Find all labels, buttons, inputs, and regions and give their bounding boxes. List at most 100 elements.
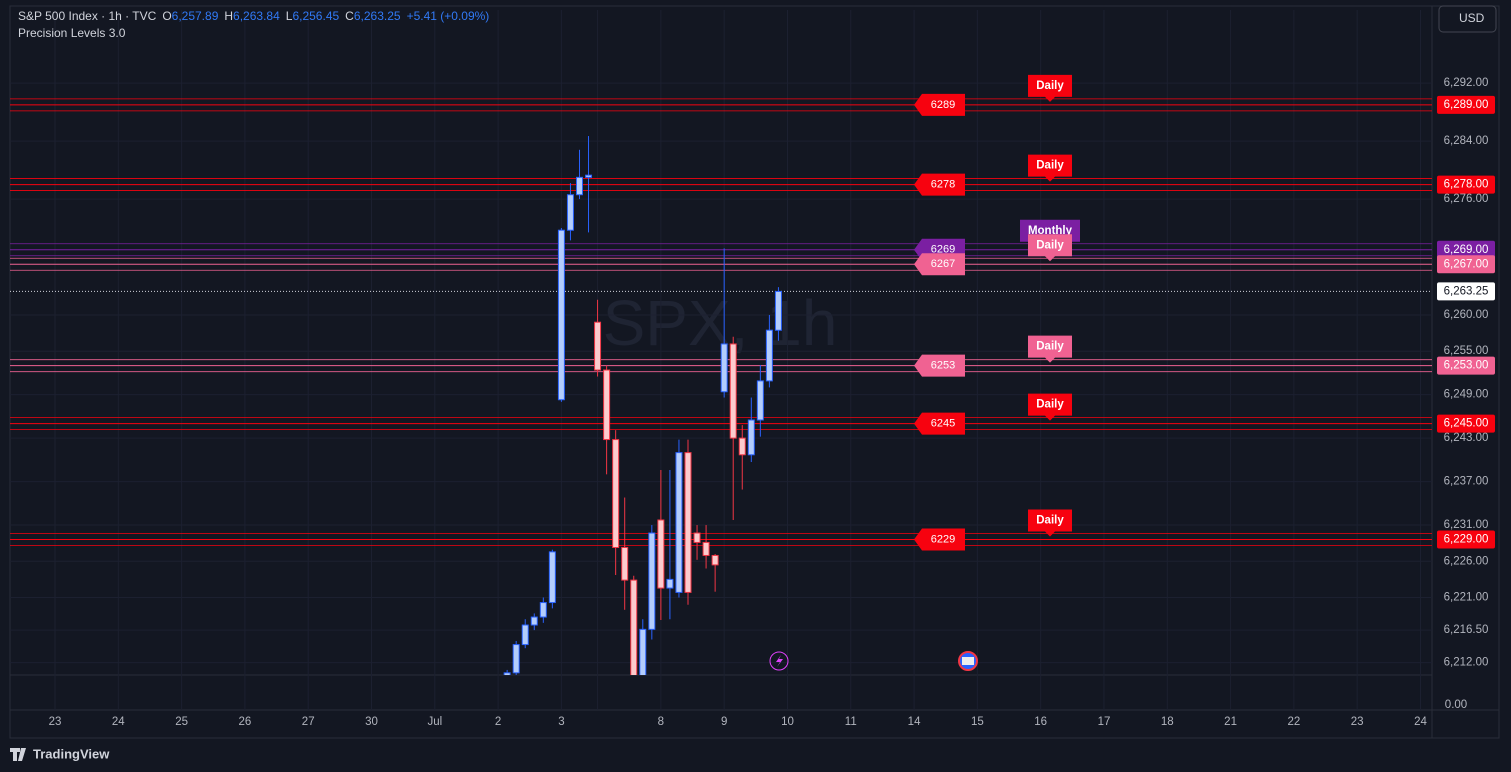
ohlc-key: C: [345, 9, 354, 23]
ohlc-value: 6,257.89: [172, 9, 219, 23]
y-tick-label: 6,237.00: [1444, 476, 1489, 488]
candle-body: [666, 578, 674, 589]
lightning-icon: [776, 655, 783, 667]
candle-body: [774, 290, 782, 331]
x-tick-label: 10: [781, 716, 794, 728]
currency-button[interactable]: [1438, 5, 1497, 33]
pane2-tick-label: 0.00: [1445, 699, 1467, 711]
timeframe-bg: [1028, 509, 1072, 537]
y-tick-label: 6,276.00: [1444, 193, 1489, 205]
y-tick-label: 6,260.00: [1444, 309, 1489, 321]
candle-body: [693, 532, 701, 543]
candle-body: [575, 176, 583, 196]
ohlc-value: 6,263.25: [354, 9, 401, 23]
y-tick-label: 6,249.00: [1444, 389, 1489, 401]
candle-body: [521, 624, 529, 646]
timeframe-label: Daily: [1036, 515, 1064, 527]
candle-body: [747, 419, 755, 456]
level-tag: 6289: [931, 99, 955, 111]
level-tag: 6253: [931, 360, 955, 372]
change: +5.41 (+0.09%): [407, 9, 490, 23]
candle-body: [566, 194, 574, 231]
candle-body: [612, 439, 620, 549]
candle-body: [756, 380, 764, 421]
ohlc-value: 6,256.45: [292, 9, 339, 23]
candle-body: [720, 343, 728, 393]
price-tag-bg: [1437, 356, 1495, 375]
timeframe-bg: [1028, 335, 1072, 363]
x-tick-label: 2: [495, 716, 501, 728]
y-tick-label: 6,231.00: [1444, 519, 1489, 531]
currency[interactable]: USD: [1459, 11, 1485, 25]
ohlc-key: H: [224, 9, 233, 23]
x-tick-label: 25: [175, 716, 188, 728]
price-tag: 6,245.00: [1444, 418, 1489, 430]
candle-body: [639, 628, 647, 675]
brand: TradingView: [33, 746, 110, 761]
x-tick-label: 15: [971, 716, 984, 728]
price-tag: 6,267.00: [1444, 258, 1489, 270]
watermark: SPX, 1h: [603, 287, 838, 359]
x-tick-label: 14: [908, 716, 921, 728]
candle-body: [657, 519, 665, 589]
price-tag: 6,253.00: [1444, 360, 1489, 372]
flag-icon: [962, 657, 974, 665]
ohlc-value: 6,263.84: [233, 9, 280, 23]
y-tick-label: 6,221.00: [1444, 592, 1489, 604]
x-tick-label: 26: [239, 716, 252, 728]
x-tick-label: 30: [365, 716, 378, 728]
timeframe-bg: [1028, 74, 1072, 102]
level-tag: 6267: [931, 258, 955, 270]
x-tick-label: 17: [1098, 716, 1111, 728]
candle-body: [630, 579, 638, 675]
level-tag: 6245: [931, 418, 955, 430]
last-price-tag: 6,263.25: [1444, 285, 1489, 297]
timeframe-bg: [1028, 154, 1072, 182]
timeframe-label: Daily: [1036, 399, 1064, 411]
x-tick-label: 27: [302, 716, 315, 728]
candle-body: [512, 644, 520, 674]
level-tag: 6269: [931, 244, 955, 256]
level-tag-bg: [914, 528, 965, 551]
x-tick-label: 8: [658, 716, 664, 728]
candle-body: [530, 616, 538, 626]
candle-body: [729, 343, 737, 439]
price-tag-bg: [1437, 175, 1495, 194]
timeframe-label: Daily: [1036, 239, 1064, 251]
level-tag-bg: [914, 354, 965, 377]
x-tick-label: Jul: [427, 716, 442, 728]
candle-body: [765, 329, 773, 382]
candle-body: [684, 452, 692, 593]
candle-body: [594, 321, 602, 371]
x-tick-label: 21: [1224, 716, 1237, 728]
candle-body: [557, 229, 565, 401]
level-tag: 6278: [931, 178, 955, 190]
x-tick-label: 23: [1351, 716, 1364, 728]
brand-logo: [10, 748, 26, 761]
level-tag-bg: [914, 412, 965, 435]
x-tick-label: 22: [1287, 716, 1300, 728]
level-tag: 6229: [931, 533, 955, 545]
candle-body: [675, 452, 683, 593]
y-tick-label: 6,216.50: [1444, 624, 1489, 636]
y-tick-label: 6,243.00: [1444, 432, 1489, 444]
x-tick-label: 18: [1161, 716, 1174, 728]
indicator: Precision Levels 3.0: [18, 26, 126, 40]
y-tick-label: 6,255.00: [1444, 345, 1489, 357]
candle-body: [603, 369, 611, 441]
x-tick-label: 3: [558, 716, 564, 728]
y-tick-label: 6,284.00: [1444, 135, 1489, 147]
event-icon[interactable]: [769, 651, 789, 671]
ohlc-key: L: [286, 9, 293, 23]
candle-body: [621, 547, 629, 581]
level-tag-bg: [914, 253, 965, 276]
candle-body: [503, 672, 511, 675]
timeframe-label: Monthly: [1028, 225, 1073, 237]
price-tag-bg: [1437, 530, 1495, 549]
x-tick-label: 24: [112, 716, 125, 728]
candle-body: [539, 602, 547, 618]
timeframe-label: Daily: [1036, 80, 1064, 92]
x-tick-label: 16: [1034, 716, 1047, 728]
